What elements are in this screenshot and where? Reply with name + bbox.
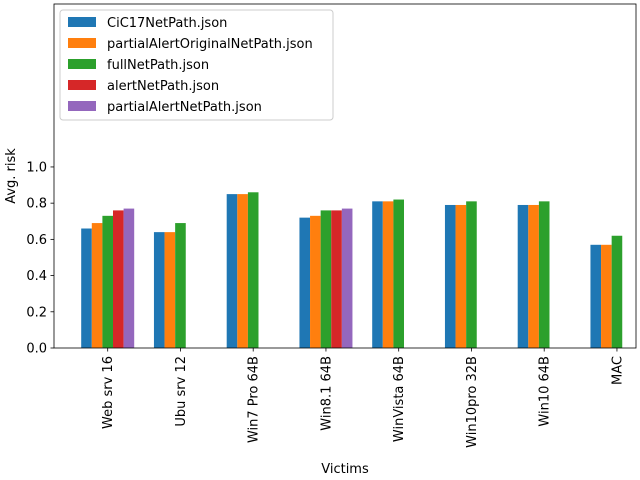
bar-2-2 xyxy=(247,192,259,348)
bar-2-7 xyxy=(611,235,623,348)
bar-1-7 xyxy=(601,244,612,348)
x-tick-label: Win7 Pro 64B xyxy=(247,356,262,443)
legend-box xyxy=(59,9,334,121)
bar-1-2 xyxy=(237,194,248,348)
legend-swatch xyxy=(68,17,96,27)
legend-label: CiC17NetPath.json xyxy=(107,16,227,31)
bar-1-0 xyxy=(91,223,103,348)
x-tick-label: Web srv 16 xyxy=(101,356,116,429)
bar-0-5 xyxy=(444,204,456,348)
y-tick-label: 0.8 xyxy=(26,197,47,212)
legend-label: fullNetPath.json xyxy=(107,58,209,73)
x-tick-label: Win10pro 32B xyxy=(465,356,480,448)
legend-label: partialAlertOriginalNetPath.json xyxy=(107,37,313,52)
x-tick-label: Ubu srv 12 xyxy=(174,356,189,427)
y-tick-label: 0.2 xyxy=(26,305,47,320)
bar-1-1 xyxy=(164,232,176,348)
y-tick-label: 0.4 xyxy=(26,269,47,284)
x-tick-label: MAC xyxy=(610,356,625,385)
bar-1-3 xyxy=(310,215,321,348)
bar-4-0 xyxy=(123,208,135,348)
bar-2-1 xyxy=(175,223,186,348)
legend-swatch xyxy=(68,101,96,111)
bar-0-3 xyxy=(299,217,311,348)
x-axis: Web srv 16 Ubu srv 12 Win7 Pro 64B Win8.1 6… xyxy=(101,348,625,448)
bar-1-4 xyxy=(382,201,394,348)
bar-2-6 xyxy=(538,201,550,348)
legend-label: alertNetPath.json xyxy=(107,79,219,94)
y-tick-label: 1.0 xyxy=(26,160,47,175)
x-axis-label: Victims xyxy=(321,462,369,477)
bar-0-0 xyxy=(81,228,92,348)
legend-swatch xyxy=(68,80,96,90)
y-axis: 0.0 0.2 0.4 0.6 0.8 1.0 xyxy=(26,160,54,357)
y-tick-label: 0.6 xyxy=(26,233,47,248)
bar-0-1 xyxy=(153,232,165,348)
bar-3-0 xyxy=(113,210,124,348)
bar-0-6 xyxy=(517,204,529,348)
bar-4-3 xyxy=(341,208,353,348)
bar-2-0 xyxy=(102,215,113,348)
bar-1-6 xyxy=(528,204,539,348)
y-tick-label: 0.0 xyxy=(26,342,47,357)
y-axis-label: Avg. risk xyxy=(4,148,19,204)
legend-swatch xyxy=(68,38,96,48)
x-tick-label: Win10 64B xyxy=(538,356,553,427)
legend-label: partialAlertNetPath.json xyxy=(107,100,262,115)
bar-2-3 xyxy=(320,210,332,348)
bar-0-4 xyxy=(372,201,383,348)
bar-2-4 xyxy=(393,199,404,348)
bars-group xyxy=(81,192,623,348)
x-tick-label: WinVista 64B xyxy=(392,356,407,442)
legend: CiC17NetPath.json partialAlertOriginalNet… xyxy=(59,9,334,121)
x-tick-label: Win8.1 64B xyxy=(319,356,334,431)
bar-1-5 xyxy=(455,204,467,348)
legend-swatch xyxy=(68,59,96,69)
bar-3-3 xyxy=(331,210,342,348)
plot-frame xyxy=(53,3,637,349)
bar-0-7 xyxy=(590,244,602,348)
bar-2-5 xyxy=(466,201,477,348)
bar-0-2 xyxy=(226,194,238,348)
